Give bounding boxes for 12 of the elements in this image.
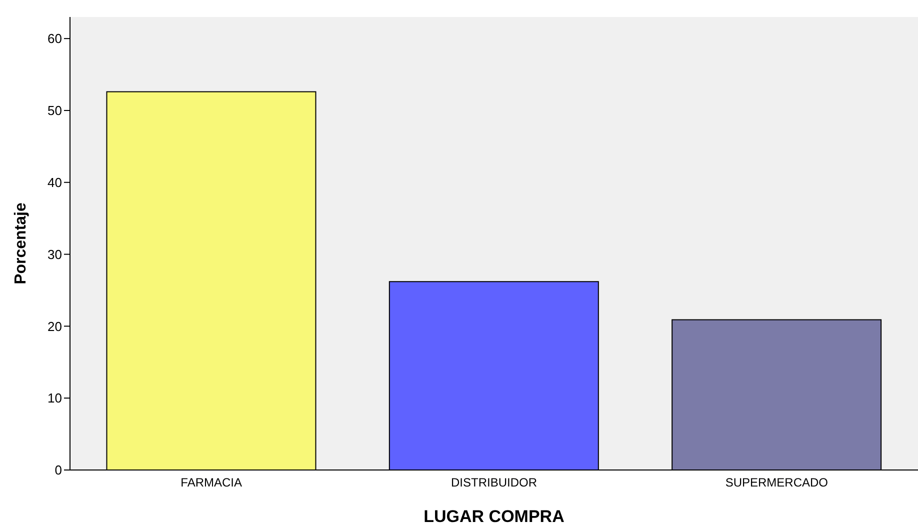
y-tick-label: 50 (48, 103, 62, 118)
y-tick-label: 20 (48, 318, 62, 334)
y-tick-label: 0 (54, 462, 62, 478)
x-tick-label: FARMACIA (180, 476, 242, 490)
x-tick-label: SUPERMERCADO (725, 476, 828, 490)
x-tick-label: DISTRIBUIDOR (450, 476, 538, 490)
y-tick-label: 10 (48, 390, 62, 406)
y-tick-label: 40 (48, 174, 62, 190)
x-axis-title: LUGAR COMPRA (424, 507, 564, 526)
y-tick-label: 30 (48, 246, 62, 262)
y-tick-label: 60 (48, 31, 62, 46)
y-axis-title: Porcentaje (12, 202, 30, 284)
